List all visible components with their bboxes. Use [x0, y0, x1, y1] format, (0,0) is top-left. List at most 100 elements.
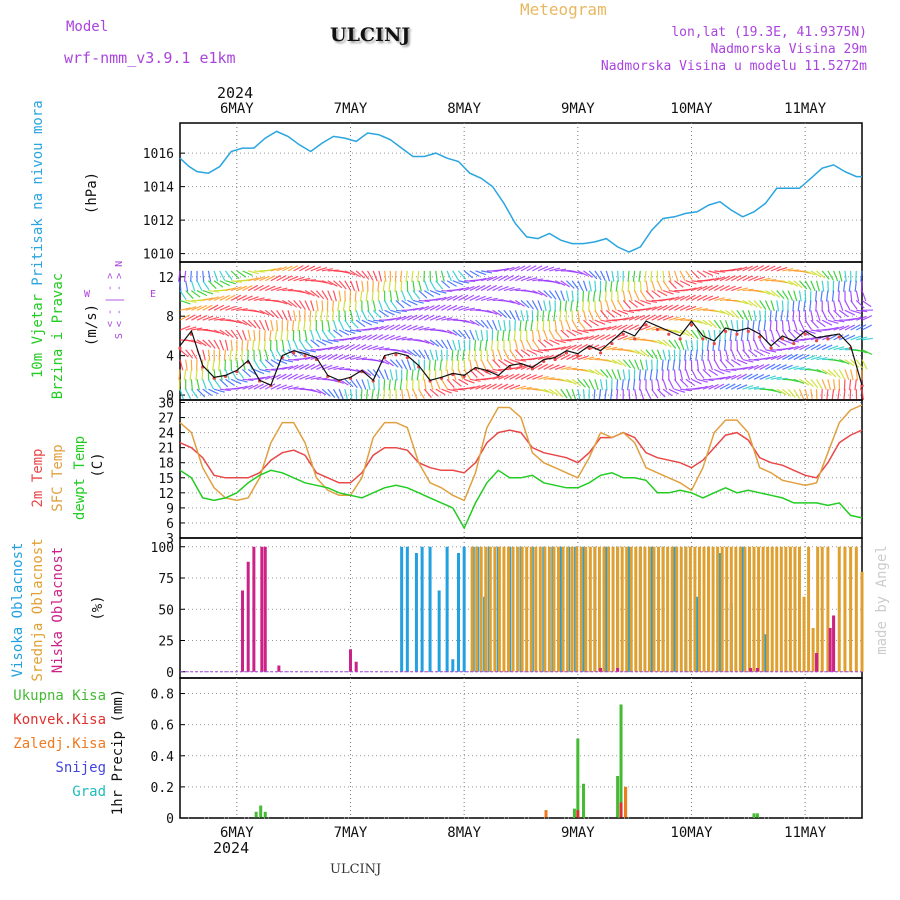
wind-arrow: [498, 267, 510, 272]
wind-arrow: [736, 266, 748, 272]
wind-arrow: [282, 385, 293, 390]
bar-clouds: [616, 668, 620, 672]
wind-arrow: [577, 378, 586, 388]
wind-arrow: [492, 309, 503, 317]
wind-arrow: [611, 300, 617, 311]
wind-arrow: [559, 310, 562, 322]
wind-arrow: [616, 389, 619, 401]
wind-arrow: [776, 300, 780, 312]
wind-arrow: [815, 310, 821, 321]
wind-arrow: [446, 339, 453, 351]
wind-arrow: [287, 358, 299, 361]
wind-arrow: [480, 319, 489, 329]
wind-arrow: [560, 378, 572, 384]
y-tick-label: 0: [166, 666, 174, 681]
wind-arrow: [247, 296, 259, 302]
wind-arrow: [668, 379, 675, 390]
wind-arrow: [810, 329, 822, 333]
wind-arrow: [719, 383, 730, 390]
wind-arrow: [219, 339, 225, 351]
wind-arrow: [526, 349, 537, 356]
wind-arrow: [247, 329, 252, 341]
bar-clouds: [593, 546, 597, 672]
wind-arrow: [610, 389, 613, 401]
y-tick-label: 8: [166, 310, 174, 325]
wind-arrow: [475, 277, 487, 282]
wind-arrow: [725, 374, 737, 380]
bar-clouds: [784, 546, 788, 672]
wind-arrow: [662, 388, 673, 397]
wind-arrow: [310, 266, 322, 272]
wind-arrow: [498, 374, 509, 380]
wind-arrow: [537, 349, 550, 352]
wind-arrow: [719, 275, 731, 282]
wind-arrow: [208, 329, 220, 334]
wind-arrow: [384, 270, 387, 282]
wind-arrow: [503, 274, 514, 282]
wind-arrow: [412, 306, 424, 311]
wind-arrow: [384, 324, 395, 331]
wind-arrow: [218, 349, 221, 361]
wind-arrow: [855, 300, 865, 309]
wind-arrow: [401, 299, 412, 308]
wind-arrow: [219, 280, 230, 287]
wind-arrow: [276, 339, 278, 351]
wind-arrow: [725, 359, 735, 368]
wind-arrow: [793, 319, 798, 331]
bar-clouds: [516, 546, 520, 672]
wind-gust-point: [803, 332, 807, 336]
bar-clouds: [816, 546, 820, 672]
wind-arrow: [492, 368, 504, 372]
wind-arrow: [844, 369, 850, 380]
wind-arrow: [299, 265, 310, 272]
wind-arrow: [259, 375, 271, 380]
bar-clouds: [552, 546, 556, 672]
wind-arrow: [799, 280, 808, 290]
wind-arrow: [753, 265, 764, 272]
bar-clouds: [652, 546, 656, 672]
wind-arrow: [651, 388, 659, 399]
wind-arrow: [542, 310, 545, 322]
wind-arrow: [270, 383, 282, 390]
wind-arrow: [838, 309, 849, 318]
wind-arrow: [492, 319, 498, 331]
wind-arrow: [520, 373, 532, 380]
wind-arrow: [804, 290, 807, 302]
wind-arrow: [725, 383, 736, 390]
wind-arrow: [702, 359, 706, 371]
wind-arrow: [269, 329, 272, 342]
wind-arrow: [475, 270, 487, 276]
bar-clouds: [437, 590, 441, 672]
wind-arrow: [183, 270, 187, 282]
wind-arrow: [355, 344, 367, 351]
wind-arrow: [605, 379, 608, 391]
bar-clouds: [493, 546, 497, 672]
wind-arrow: [206, 359, 210, 371]
axis-label-cloud-low: Niska Oblacnost: [50, 547, 66, 673]
wind-arrow: [583, 378, 591, 389]
wind-arrow: [293, 265, 304, 272]
bar-precip: [752, 813, 756, 818]
wind-arrow: [804, 319, 812, 330]
wind-arrow: [321, 268, 333, 272]
wind-arrow: [821, 368, 832, 376]
wind-arrow: [515, 358, 527, 362]
wind-arrow: [673, 378, 682, 389]
wind-arrow: [765, 363, 776, 370]
wind-arrow: [827, 270, 834, 281]
wind-arrow: [708, 270, 720, 275]
wind-dir-legend-w: W: [84, 289, 91, 300]
y-tick-label: 0: [166, 389, 174, 404]
bar-precip: [616, 776, 620, 818]
bar-clouds: [797, 546, 801, 672]
wind-arrow: [497, 275, 509, 282]
wind-arrow: [588, 368, 600, 376]
wind-arrow: [787, 280, 798, 287]
wind-arrow: [810, 280, 816, 292]
wind-arrow: [736, 359, 748, 365]
wind-arrow: [827, 300, 830, 312]
wind-arrow: [452, 270, 460, 281]
wind-arrow: [423, 379, 427, 391]
wind-arrow: [405, 270, 408, 282]
wind-arrow: [843, 389, 846, 401]
